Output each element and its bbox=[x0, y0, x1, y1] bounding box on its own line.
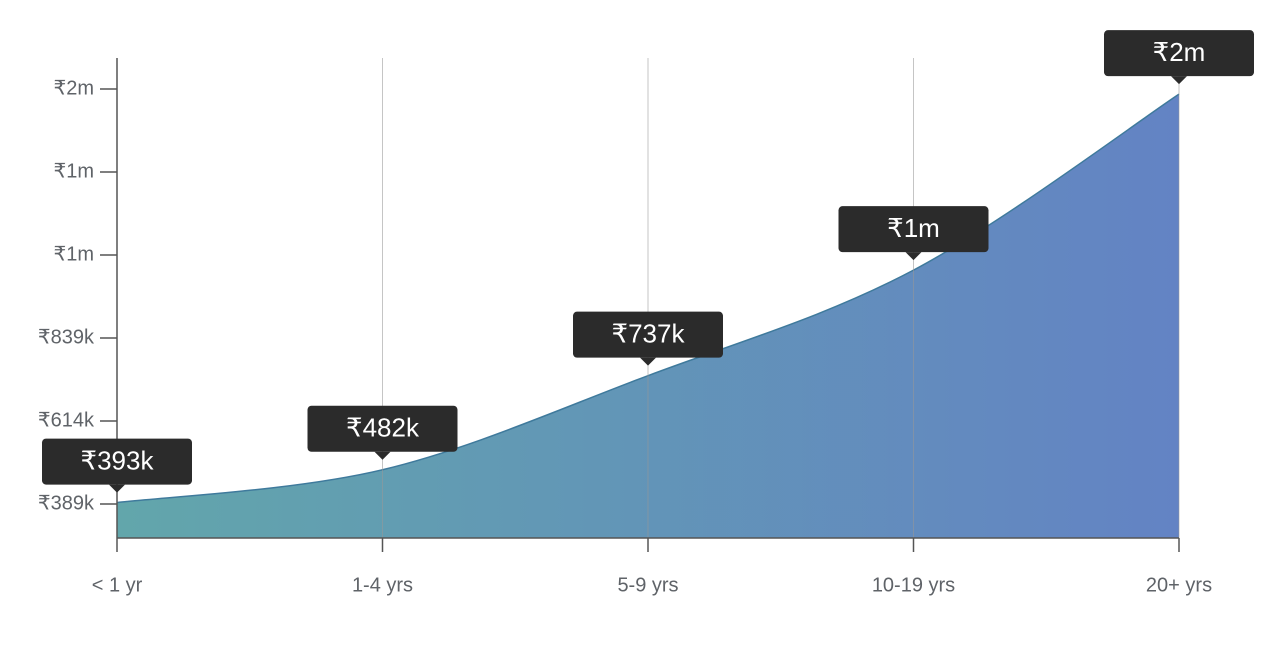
tooltip-pointer bbox=[905, 252, 922, 261]
x-tick-label: 20+ yrs bbox=[1146, 574, 1212, 596]
value-tooltip bbox=[573, 311, 723, 358]
x-tick-label: 10-19 yrs bbox=[872, 574, 955, 596]
value-tooltip bbox=[42, 438, 192, 485]
y-tick-label: ₹614k bbox=[38, 409, 95, 431]
value-label: ₹2m bbox=[1153, 37, 1206, 67]
value-label: ₹737k bbox=[612, 319, 686, 349]
tooltip-pointer bbox=[374, 451, 391, 460]
value-tooltip bbox=[838, 206, 989, 253]
x-tick-label: 1-4 yrs bbox=[352, 574, 413, 596]
x-tick-label: 5-9 yrs bbox=[617, 574, 678, 596]
value-label: ₹1m bbox=[887, 213, 940, 243]
x-tick-label: < 1 yr bbox=[92, 574, 143, 596]
value-label: ₹482k bbox=[346, 413, 420, 443]
tooltip-pointer bbox=[1171, 76, 1187, 85]
value-label: ₹393k bbox=[81, 445, 155, 475]
tooltip-pointer bbox=[640, 357, 656, 366]
y-tick-label: ₹389k bbox=[38, 492, 95, 514]
value-tooltip bbox=[307, 405, 458, 452]
y-tick-label: ₹1m bbox=[53, 160, 94, 182]
y-tick-label: ₹2m bbox=[53, 77, 94, 99]
tooltip-pointer bbox=[109, 484, 125, 493]
y-tick-label: ₹1m bbox=[53, 243, 94, 265]
y-tick-label: ₹839k bbox=[38, 326, 95, 348]
value-tooltip bbox=[1104, 30, 1254, 77]
